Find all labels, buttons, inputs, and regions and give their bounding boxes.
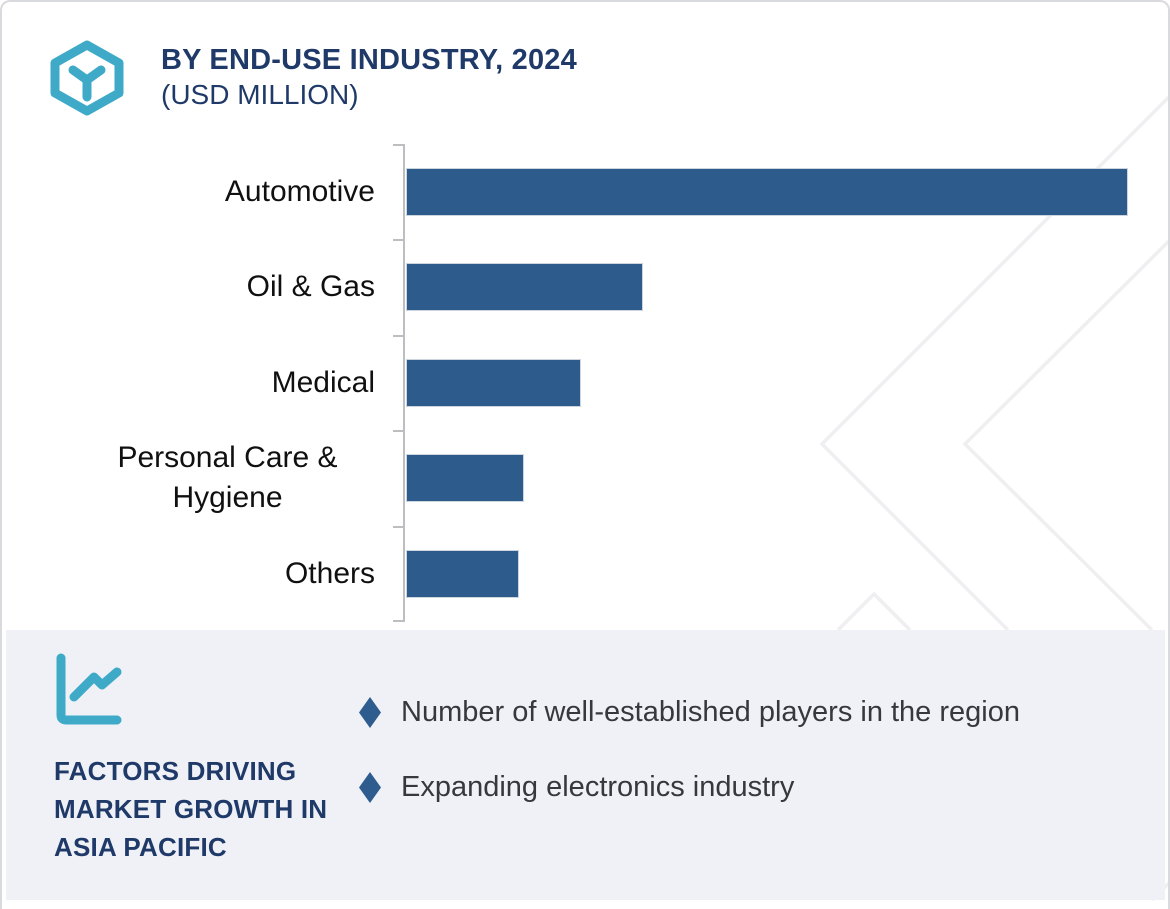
chart-header: BY END-USE INDUSTRY, 2024 (USD MILLION) (47, 40, 577, 116)
factors-list: Number of well-established players in th… (359, 688, 1069, 838)
chart-title: BY END-USE INDUSTRY, 2024 (161, 44, 577, 76)
chart-row-oil-gas: Oil & Gas (2, 239, 1168, 335)
list-item: Expanding electronics industry (359, 763, 1069, 812)
axis-tick (393, 335, 404, 337)
factors-panel: FACTORS DRIVING MARKET GROWTH IN ASIA PA… (6, 630, 1165, 900)
factor-text: Expanding electronics industry (401, 771, 795, 803)
axis-tick (393, 239, 404, 241)
bar-oil-gas (406, 263, 643, 311)
chart-row-automotive: Automotive (2, 144, 1168, 240)
factor-text: Number of well-established players in th… (401, 696, 1020, 728)
category-label: Automotive (224, 175, 375, 208)
list-item: Number of well-established players in th… (359, 688, 1069, 737)
bar-automotive (406, 168, 1128, 216)
category-label: Personal Care & Hygiene (117, 441, 338, 514)
hexagon-y-icon (50, 40, 124, 116)
chart-subtitle: (USD MILLION) (161, 79, 359, 110)
bar-personal-care (406, 454, 524, 502)
chart-row-medical: Medical (2, 335, 1168, 431)
axis-tick (393, 144, 404, 146)
bar-chart: Automotive Oil & Gas Medical Personal Ca… (2, 144, 1168, 622)
y-axis-line (403, 144, 405, 622)
diamond-bullet-icon (359, 697, 381, 728)
line-chart-icon (56, 653, 122, 725)
axis-tick (393, 526, 404, 528)
bar-others (406, 550, 519, 598)
category-label: Oil & Gas (246, 270, 375, 303)
title-block: BY END-USE INDUSTRY, 2024 (USD MILLION) (161, 40, 577, 112)
factors-heading: FACTORS DRIVING MARKET GROWTH IN ASIA PA… (54, 756, 328, 862)
bar-medical (406, 359, 581, 407)
category-label: Medical (271, 366, 375, 399)
category-label: Others (284, 557, 375, 590)
axis-tick (393, 430, 404, 432)
axis-tick (393, 620, 404, 622)
chart-row-others: Others (2, 526, 1168, 622)
diamond-bullet-icon (359, 772, 381, 803)
chart-row-personal-care: Personal Care & Hygiene (2, 430, 1168, 526)
